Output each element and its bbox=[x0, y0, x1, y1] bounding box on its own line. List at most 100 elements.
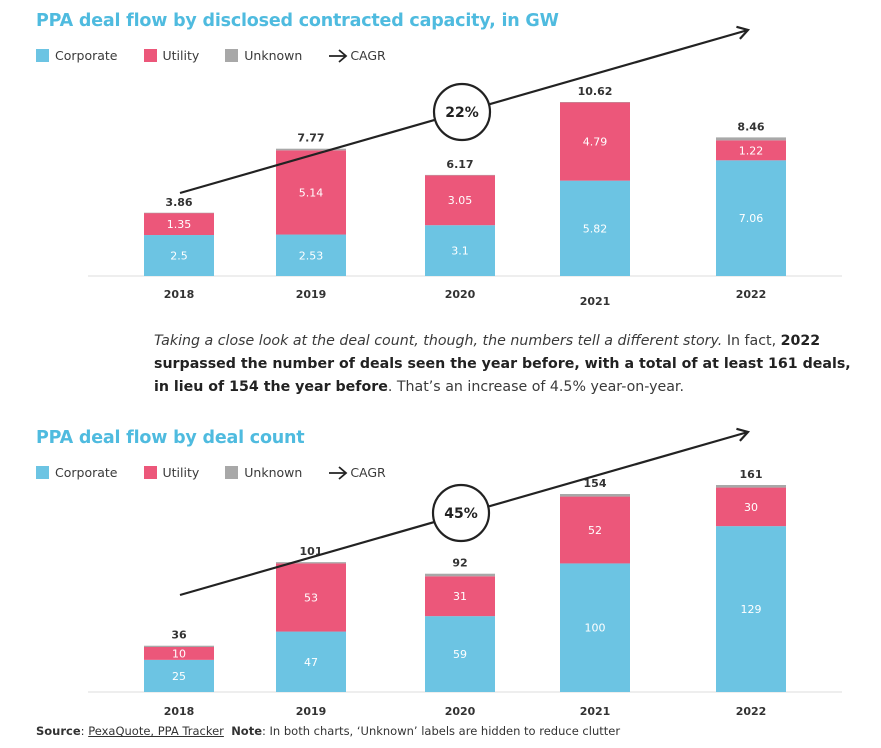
bar-corporate-2018 bbox=[144, 659, 214, 692]
cagr-arrow-head-icon bbox=[736, 25, 751, 40]
bar-unknown-2022 bbox=[716, 137, 786, 141]
bar-corporate-2019 bbox=[276, 234, 346, 276]
legend-label-utility: Utility bbox=[162, 48, 200, 63]
bar-label-corporate-2018: 2.5 bbox=[170, 250, 188, 263]
deal-count-chart: 2510362018475310120195931922020100521542… bbox=[88, 427, 842, 718]
bar-utility-2022 bbox=[716, 140, 786, 161]
legend-item-corporate: Corporate bbox=[36, 48, 118, 63]
bar-label-corporate-2019: 47 bbox=[304, 656, 318, 669]
bar-utility-2019 bbox=[276, 563, 346, 632]
bar-label-utility-2019: 53 bbox=[304, 592, 318, 605]
bar-label-corporate-2022: 129 bbox=[741, 603, 762, 616]
legend-item-unknown: Unknown bbox=[225, 465, 302, 480]
total-label-2019: 7.77 bbox=[297, 132, 324, 145]
x-tick-label-2018: 2018 bbox=[164, 705, 195, 718]
note-label: Note bbox=[231, 724, 263, 738]
paragraph-plain-1: In fact, bbox=[722, 333, 781, 349]
chart1-title: PPA deal flow by disclosed contracted ca… bbox=[36, 11, 559, 31]
x-tick-label-2022: 2022 bbox=[736, 705, 767, 718]
legend-label-unknown: Unknown bbox=[244, 48, 303, 63]
bar-unknown-2019 bbox=[276, 562, 346, 564]
cagr-badge-circle bbox=[432, 82, 492, 142]
bar-utility-2018 bbox=[144, 212, 214, 236]
note-text: : In both charts, ‘Unknown’ labels are h… bbox=[262, 724, 621, 738]
legend-label-cagr: CAGR bbox=[350, 48, 386, 63]
bar-label-utility-2020: 3.05 bbox=[448, 194, 473, 207]
bar-utility-2020 bbox=[425, 175, 495, 226]
bar-unknown-2020 bbox=[425, 174, 495, 176]
total-label-2020: 6.17 bbox=[446, 158, 473, 171]
x-tick-label-2020: 2020 bbox=[445, 288, 476, 301]
bar-label-utility-2018: 1.35 bbox=[167, 218, 192, 231]
bar-label-utility-2021: 52 bbox=[588, 524, 602, 537]
bar-label-utility-2021: 4.79 bbox=[583, 135, 608, 148]
corporate-swatch bbox=[36, 49, 49, 62]
bar-unknown-2018 bbox=[144, 212, 214, 214]
bar-utility-2019 bbox=[276, 150, 346, 235]
bar-label-utility-2018: 10 bbox=[172, 647, 186, 660]
bar-unknown-2019 bbox=[276, 148, 346, 151]
source-note: Source: PexaQuote, PPA Tracker Note: In … bbox=[36, 724, 620, 738]
total-label-2021: 154 bbox=[584, 477, 607, 490]
paragraph-plain-2: . That’s an increase of 4.5% year-on-yea… bbox=[387, 379, 684, 395]
total-label-2022: 8.46 bbox=[737, 120, 764, 133]
unknown-swatch bbox=[225, 49, 239, 62]
body-paragraph: Taking a close look at the deal count, t… bbox=[154, 330, 866, 399]
bar-label-corporate-2020: 3.1 bbox=[451, 245, 469, 258]
utility-swatch bbox=[143, 49, 157, 62]
legend-item-cagr: CAGR bbox=[328, 48, 386, 63]
paragraph-bold: 2022 surpassed the number of deals seen … bbox=[154, 333, 851, 395]
total-label-2018: 3.86 bbox=[165, 196, 192, 209]
x-tick-label-2019: 2019 bbox=[296, 288, 327, 301]
chart2-title: PPA deal flow by deal count bbox=[36, 428, 305, 448]
bar-utility-2022 bbox=[716, 487, 786, 527]
bar-utility-2021 bbox=[560, 102, 630, 181]
x-tick-label-2021: 2021 bbox=[580, 295, 611, 308]
x-tick-label-2022: 2022 bbox=[736, 288, 767, 301]
x-tick-label-2021: 2021 bbox=[580, 705, 611, 718]
bar-corporate-2021 bbox=[560, 180, 630, 276]
legend-item-unknown: Unknown bbox=[225, 48, 302, 63]
legend-item-utility: Utility bbox=[143, 465, 199, 480]
bar-corporate-2022 bbox=[716, 526, 786, 692]
bar-corporate-2019 bbox=[276, 631, 346, 692]
cagr-badge-circle bbox=[431, 483, 491, 543]
bar-label-corporate-2018: 25 bbox=[172, 670, 186, 683]
total-label-2021: 10.62 bbox=[578, 85, 613, 98]
total-label-2018: 36 bbox=[171, 629, 187, 642]
arrow-right-icon bbox=[329, 48, 348, 63]
source-label: Source bbox=[36, 724, 81, 738]
utility-swatch bbox=[143, 466, 157, 479]
bar-label-utility-2020: 31 bbox=[453, 590, 467, 603]
bar-label-utility-2022: 30 bbox=[744, 501, 758, 514]
legend-item-utility: Utility bbox=[143, 48, 200, 63]
legend-item-corporate: Corporate bbox=[36, 465, 118, 480]
bar-label-corporate-2021: 5.82 bbox=[583, 222, 608, 235]
bar-corporate-2022 bbox=[716, 160, 786, 276]
corporate-swatch bbox=[36, 466, 49, 479]
bar-corporate-2018 bbox=[144, 235, 214, 276]
capacity-chart: 2.5 1.35 3.86 2018 2.53 5.14 7.77 2019 3.1 3.05 6.… bbox=[88, 25, 842, 308]
cagr-badge-text: 22% bbox=[445, 105, 479, 121]
source-link[interactable]: PexaQuote, PPA Tracker bbox=[88, 724, 224, 738]
bar-corporate-2020 bbox=[425, 616, 495, 692]
cagr-arrow-head-icon bbox=[736, 427, 751, 442]
bar-label-corporate-2019: 2.53 bbox=[299, 249, 324, 262]
bar-label-corporate-2022: 7.06 bbox=[739, 212, 764, 225]
chart1-legend: Corporate Utility Unknown CAGR bbox=[36, 48, 412, 63]
legend-label-cagr: CAGR bbox=[350, 465, 386, 480]
total-label-2022: 161 bbox=[740, 468, 763, 481]
bar-unknown-2022 bbox=[716, 485, 786, 488]
bar-unknown-2020 bbox=[425, 573, 495, 577]
paragraph-italic: Taking a close look at the deal count, t… bbox=[154, 333, 723, 349]
x-tick-label-2020: 2020 bbox=[445, 705, 476, 718]
x-tick-label-2019: 2019 bbox=[296, 705, 327, 718]
bar-label-corporate-2021: 100 bbox=[585, 622, 606, 635]
bar-unknown-2021 bbox=[560, 494, 630, 497]
unknown-swatch bbox=[225, 466, 239, 479]
bar-utility-2018 bbox=[144, 647, 214, 660]
cagr-badge-text: 45% bbox=[444, 506, 478, 522]
bar-label-utility-2019: 5.14 bbox=[299, 186, 324, 199]
x-tick-label-2018: 2018 bbox=[164, 288, 195, 301]
bar-label-corporate-2020: 59 bbox=[453, 648, 467, 661]
